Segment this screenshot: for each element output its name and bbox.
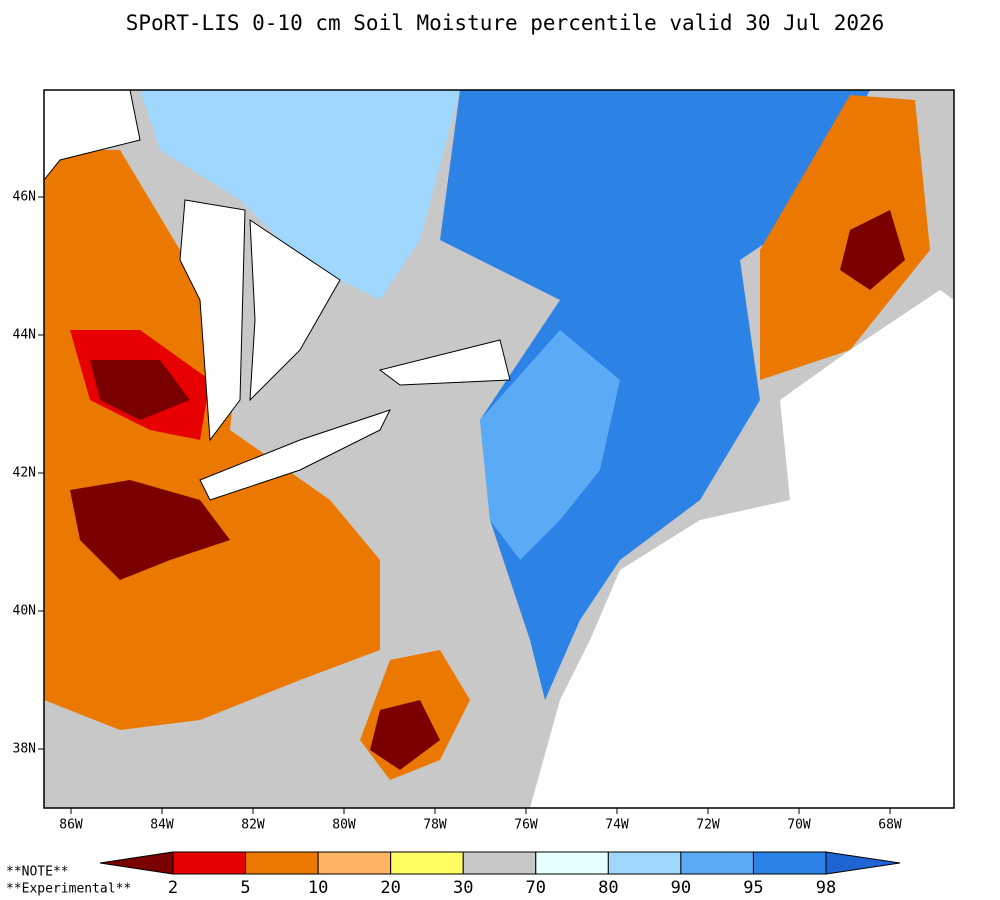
region-mid-blue [480,330,620,560]
region-dark-red-ohio [70,480,230,580]
lake-michigan [179,199,246,442]
colorbar-label: 70 [526,878,546,898]
colorbar-label: 30 [453,878,473,898]
lake-ontario [378,339,511,386]
colorbar-triangle [99,851,174,875]
colorbar-segment [680,851,754,875]
region-dark-red-wv [370,700,440,770]
lon-label: 76W [514,818,538,833]
lat-label: 40N [13,604,36,619]
ocean [530,290,954,808]
colorbar-segment [245,851,319,875]
region-dark-red-west [90,360,190,420]
lake-erie [199,409,391,501]
region-orange-east [760,95,930,380]
lon-label: 82W [241,818,265,833]
lon-label: 86W [59,818,83,833]
colorbar-segment [752,851,827,875]
lon-label: 80W [332,818,356,833]
lake-huron [249,219,341,402]
colorbar-label: 5 [240,878,250,898]
lon-label: 70W [787,818,811,833]
region-light-blue [140,90,460,300]
colorbar-label: 10 [308,878,328,898]
map [43,89,955,809]
colorbar-label: 95 [743,878,763,898]
map-frame [43,89,955,809]
colorbar-label: 2 [168,878,178,898]
region-dark-red-east [840,210,905,290]
colorbar-segment [317,851,392,875]
lon-label: 78W [423,818,447,833]
region-orange-west [44,150,380,730]
colorbar-label: 98 [816,878,836,898]
colorbar-segment [390,851,464,875]
lat-label: 46N [13,190,36,205]
lat-label: 38N [13,742,36,757]
title: SPoRT-LIS 0-10 cm Soil Moisture percenti… [126,11,885,35]
note: **Experimental** [6,882,131,897]
colorbar-segment [535,851,609,875]
colorbar-segment [607,851,682,875]
lon-label: 84W [150,818,174,833]
colorbar-label: 80 [598,878,618,898]
region-blue [440,90,870,700]
lon-label: 74W [605,818,629,833]
note: **NOTE** [6,865,69,880]
colorbar-segment [172,851,247,875]
colorbar-label: 20 [380,878,400,898]
colorbar-label: 90 [671,878,691,898]
lon-label: 72W [696,818,720,833]
lon-label: 68W [878,818,902,833]
lat-label: 44N [13,328,36,343]
colorbar-triangle [825,851,901,875]
colorbar-segment [462,851,537,875]
lat-label: 42N [13,466,36,481]
